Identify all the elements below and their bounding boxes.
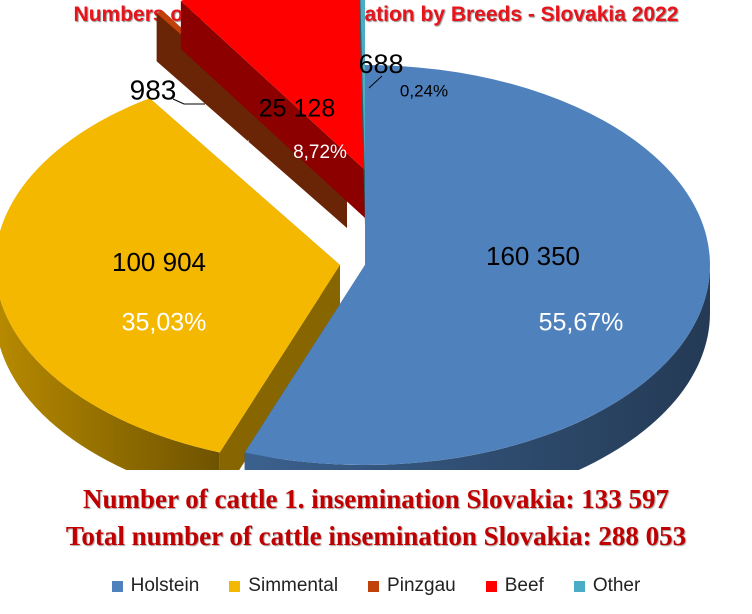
legend-item-other: Other	[573, 575, 641, 597]
slice-simmental	[0, 98, 340, 470]
leader-lines	[172, 75, 383, 105]
legend-item-beef: Beef	[485, 575, 544, 597]
legend-swatch-simmental	[229, 580, 241, 592]
legend-swatch-holstein	[111, 580, 123, 592]
legend-item-simmental: Simmental	[229, 575, 338, 597]
percent-label-holstein: 55,67%	[539, 309, 624, 337]
legend-swatch-other	[573, 580, 585, 592]
percent-label-beef: 8,72%	[293, 142, 347, 163]
pie-chart: 160 350 55,67% 100 904 35,03% 983 0,34% 25 128…	[0, 0, 711, 470]
percent-label-other: 0,24%	[400, 81, 448, 100]
percent-label-pinzgau: 0,34%	[215, 137, 252, 152]
value-label-beef: 25 128	[259, 95, 335, 123]
legend-label-holstein: Holstein	[130, 575, 200, 596]
value-label-pinzgau: 983	[130, 74, 177, 105]
value-label-other: 688	[358, 49, 403, 79]
legend-label-simmental: Simmental	[248, 575, 339, 596]
legend-label-pinzgau: Pinzgau	[387, 575, 456, 596]
legend-swatch-beef	[485, 580, 497, 592]
value-label-holstein: 160 350	[486, 241, 580, 271]
legend-item-holstein: Holstein	[111, 575, 200, 597]
value-label-simmental: 100 904	[112, 247, 206, 277]
legend-label-beef: Beef	[504, 575, 544, 596]
legend-item-pinzgau: Pinzgau	[368, 575, 456, 597]
legend-label-other: Other	[592, 575, 641, 596]
chart-legend: Holstein Simmental Pinzgau Beef Other	[0, 575, 752, 597]
legend-swatch-pinzgau	[368, 580, 380, 592]
first-insemination-total: Number of cattle 1. insemination Slovaki…	[83, 484, 669, 514]
percent-label-simmental: 35,03%	[122, 309, 207, 337]
slice-other	[359, 0, 365, 225]
total-insemination-total: Total number of cattle insemination Slov…	[65, 521, 687, 551]
slice-holstein	[244, 65, 711, 470]
